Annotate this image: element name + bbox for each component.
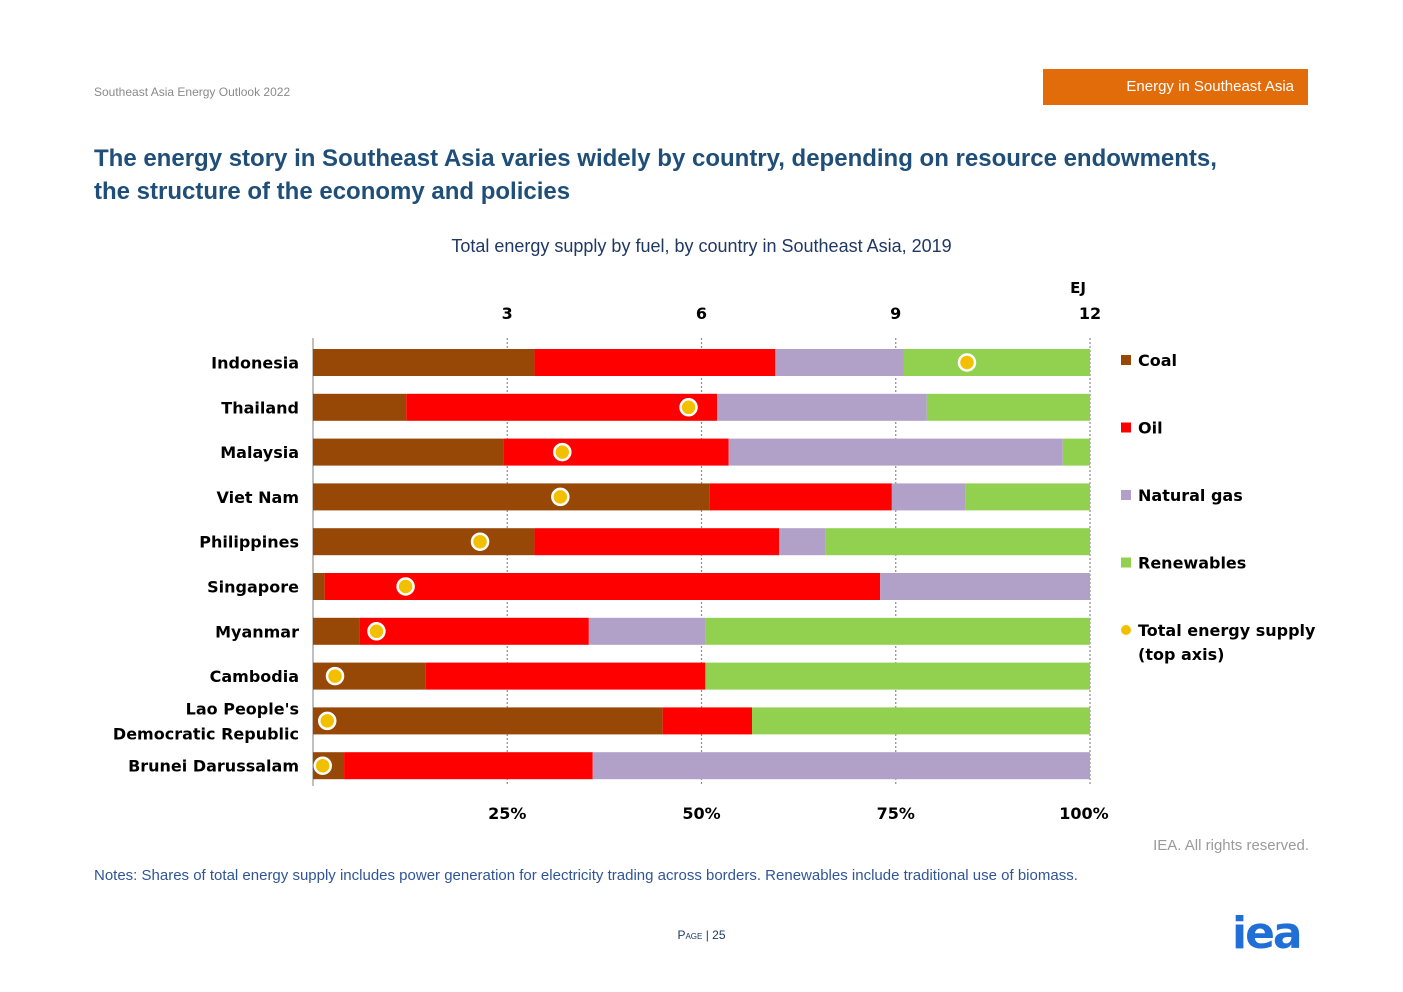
top-tick-label: 12 xyxy=(1079,304,1101,323)
iea-logo: iea xyxy=(1232,914,1303,954)
legend-label: Oil xyxy=(1138,419,1163,438)
bar-segment xyxy=(534,349,776,376)
total-supply-point xyxy=(325,666,345,686)
legend-label: Natural gas xyxy=(1138,486,1243,505)
total-supply-point xyxy=(553,442,572,462)
category-label: Brunei Darussalam xyxy=(128,757,299,776)
section-tag: Energy in Southeast Asia xyxy=(1043,69,1308,105)
bar-segment xyxy=(891,483,966,511)
total-supply-point xyxy=(957,353,977,372)
page-number-value: 25 xyxy=(712,928,726,942)
bar-segment xyxy=(344,752,593,780)
iea-logo-text: iea xyxy=(1232,914,1301,954)
bar-segment xyxy=(359,617,589,645)
bar-segment xyxy=(705,662,1090,690)
bar-segment xyxy=(534,528,780,556)
legend-label: Renewables xyxy=(1138,554,1246,573)
category-label: Singapore xyxy=(207,578,299,597)
total-supply-point xyxy=(317,711,337,731)
chart-notes: Notes: Shares of total energy supply inc… xyxy=(94,867,1078,884)
bar-segment xyxy=(903,349,1090,376)
bar-segment xyxy=(752,707,1090,735)
category-label: Viet Nam xyxy=(216,488,299,507)
document-title: Southeast Asia Energy Outlook 2022 xyxy=(94,85,291,99)
top-tick-label: 9 xyxy=(890,304,901,323)
page-separator: | xyxy=(705,928,709,942)
total-supply-point xyxy=(313,756,332,775)
bar-segment xyxy=(880,573,1090,600)
bar-segment xyxy=(965,483,1090,511)
legend-marker xyxy=(1121,625,1131,635)
legend-label: Coal xyxy=(1138,351,1177,370)
bar-segment xyxy=(313,573,325,600)
bar-segment xyxy=(926,393,1090,421)
page-word: Page xyxy=(677,928,703,942)
bar-segment xyxy=(313,349,535,376)
category-label: Philippines xyxy=(199,533,299,552)
category-label: Democratic Republic xyxy=(113,724,299,743)
total-supply-point xyxy=(396,577,415,596)
bottom-tick-label: 25% xyxy=(488,804,526,823)
chart-title: Total energy supply by fuel, by country … xyxy=(451,236,952,256)
bar-segment xyxy=(425,662,706,690)
category-label: Malaysia xyxy=(220,443,299,462)
top-tick-label: 6 xyxy=(696,304,707,323)
bar-segment xyxy=(779,528,826,556)
bar-segment xyxy=(709,483,892,511)
legend-label: Total energy supply xyxy=(1138,621,1316,640)
bar-segment xyxy=(313,483,710,511)
bar-segment xyxy=(313,438,504,466)
category-label: Thailand xyxy=(221,398,299,417)
bar-segment xyxy=(1062,438,1090,466)
bar-segment xyxy=(313,528,535,556)
bar-segment xyxy=(313,393,407,421)
bar-segment xyxy=(406,393,718,421)
category-label: Indonesia xyxy=(211,354,299,373)
legend-swatch xyxy=(1121,422,1131,433)
bar-segment xyxy=(705,617,1090,645)
bar-segment xyxy=(313,707,663,735)
legend-label: (top axis) xyxy=(1138,645,1224,664)
total-supply-point xyxy=(367,622,386,641)
bar-segment xyxy=(662,707,753,735)
category-label: Myanmar xyxy=(215,622,299,641)
top-tick-label: 3 xyxy=(502,304,513,323)
bar-segment xyxy=(324,573,881,600)
page-number: Page | 25 xyxy=(0,928,1403,942)
top-axis-unit: EJ xyxy=(1070,279,1086,297)
bar-segment xyxy=(728,438,1063,466)
category-label: Lao People's xyxy=(186,699,299,718)
legend-swatch xyxy=(1121,490,1131,500)
legend-swatch xyxy=(1121,557,1131,568)
total-supply-point xyxy=(551,487,570,507)
page-headline: The energy story in Southeast Asia varie… xyxy=(94,145,1217,205)
bar-segment xyxy=(313,617,360,645)
bottom-tick-label: 75% xyxy=(877,804,915,823)
bottom-tick-label: 50% xyxy=(682,804,720,823)
bottom-tick-label: 100% xyxy=(1059,804,1108,823)
bar-segment xyxy=(503,438,729,466)
bar-segment xyxy=(588,617,706,645)
bar-segment xyxy=(717,393,927,421)
copyright-note: IEA. All rights reserved. xyxy=(1153,837,1309,854)
total-supply-point xyxy=(679,398,698,417)
bar-segment xyxy=(775,349,904,376)
total-supply-point xyxy=(470,532,490,551)
legend-swatch xyxy=(1121,355,1131,365)
bar-segment xyxy=(825,528,1090,556)
bar-segment xyxy=(592,752,1090,780)
category-label: Cambodia xyxy=(210,667,299,686)
